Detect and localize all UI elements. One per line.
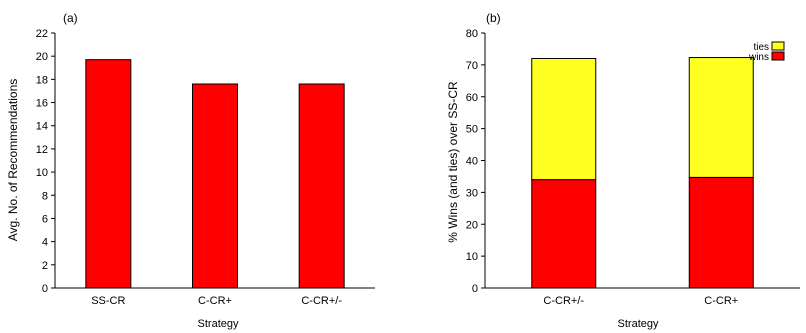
bar-SS-CR xyxy=(85,59,132,289)
y-tick-label-a: 8 xyxy=(42,190,48,202)
bar-C-CR+ xyxy=(192,83,238,289)
y-tick-label-b: 0 xyxy=(472,283,478,295)
bar-C-CR+/--wins xyxy=(531,179,597,289)
bar-C-CR+/--ties xyxy=(531,58,597,181)
y-ticks-a: 0 2 4 6 8 10 12 14 16 18 20 22 xyxy=(36,28,55,295)
y-tick-label-a: 12 xyxy=(36,144,48,156)
chart-b: (b) % Wins (and ties) over SS-CR Strateg… xyxy=(446,11,800,330)
x-axis-label-a: Strategy xyxy=(198,318,239,330)
legend-swatch-wins xyxy=(771,51,785,61)
bars-a xyxy=(85,59,345,289)
y-tick-label-a: 22 xyxy=(36,28,48,40)
bar-C-CR+-ties xyxy=(688,57,754,178)
legend-label-wins: wins xyxy=(748,52,769,63)
legend-swatch-ties xyxy=(771,41,785,51)
x-tick-label-a: SS-CR xyxy=(91,295,125,307)
y-tick-label-a: 6 xyxy=(42,213,48,225)
y-ticks-b: 0 10 20 30 40 50 60 70 80 xyxy=(466,28,485,295)
y-tick-label-a: 14 xyxy=(36,121,48,133)
chart-a: (a) Avg. No. of Recommendations Strategy… xyxy=(6,11,375,330)
legend-label-ties: ties xyxy=(753,42,769,53)
x-ticks-a: SS-CR C-CR+ C-CR+/- xyxy=(91,295,342,307)
y-tick-label-a: 10 xyxy=(36,167,48,179)
panel-label-a: (a) xyxy=(63,11,78,25)
y-tick-label-b: 50 xyxy=(466,124,478,136)
bar-C-CR+-wins xyxy=(688,176,754,289)
x-tick-label-b: C-CR+ xyxy=(704,295,738,307)
x-ticks-b: C-CR+/- C-CR+ xyxy=(543,295,738,307)
y-tick-label-b: 80 xyxy=(466,28,478,40)
panel-label-b: (b) xyxy=(486,11,501,25)
y-tick-label-b: 40 xyxy=(466,156,478,168)
y-tick-label-b: 10 xyxy=(466,251,478,263)
y-tick-label-a: 4 xyxy=(42,237,48,249)
y-tick-label-a: 0 xyxy=(42,283,48,295)
axes-a xyxy=(54,33,375,289)
x-axis-label-b: Strategy xyxy=(618,318,659,330)
bars-b xyxy=(531,57,754,289)
axes-b xyxy=(484,33,800,289)
bar-C-CR+/- xyxy=(298,83,345,289)
y-axis-label-b: % Wins (and ties) over SS-CR xyxy=(446,81,460,243)
y-axis-label-a: Avg. No. of Recommendations xyxy=(6,79,20,242)
y-tick-label-a: 20 xyxy=(36,51,48,63)
y-tick-label-b: 70 xyxy=(466,60,478,72)
y-tick-label-b: 20 xyxy=(466,219,478,231)
y-tick-label-a: 18 xyxy=(36,74,48,86)
x-tick-label-a: C-CR+/- xyxy=(301,295,342,307)
y-tick-label-a: 16 xyxy=(36,98,48,110)
y-tick-label-b: 60 xyxy=(466,92,478,104)
x-tick-label-b: C-CR+/- xyxy=(543,295,584,307)
y-tick-label-a: 2 xyxy=(42,260,48,272)
x-tick-label-a: C-CR+ xyxy=(198,295,232,307)
y-tick-label-b: 30 xyxy=(466,187,478,199)
